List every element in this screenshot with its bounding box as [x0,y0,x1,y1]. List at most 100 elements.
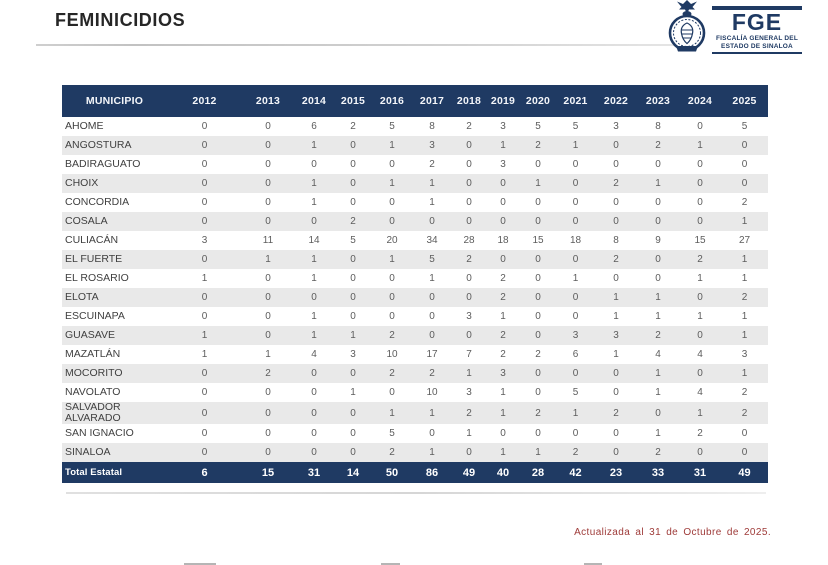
municipality-cell: AHOME [65,120,104,132]
value-cell: 3 [572,330,579,341]
column-header-year: 2024 [679,85,721,117]
table-row: CHOIX 0 0 1 0 1 1 0 0 1 0 2 1 0 0 [62,174,768,193]
value-cell: 0 [535,159,541,170]
value-cell: 0 [201,387,208,398]
value-cell: 0 [265,216,271,227]
value-cell: 1 [429,197,435,208]
value-cell: 0 [572,197,579,208]
column-header-year: 2022 [595,85,637,117]
total-value-cell: 33 [637,462,679,483]
table-row: BADIRAGUATO 0 0 0 0 0 2 0 3 0 0 0 0 0 0 [62,155,768,174]
value-cell: 7 [466,349,472,360]
value-cell: 3 [466,311,472,322]
logo-org-line2: ESTADO DE SINALOA [721,42,793,50]
municipality-cell: EL ROSARIO [65,272,129,284]
value-cell: 1 [201,349,208,360]
value-cell: 3 [613,121,619,132]
total-value-cell: 49 [721,462,768,483]
value-cell: 0 [201,159,208,170]
value-cell: 0 [466,447,472,458]
value-cell: 2 [697,254,703,265]
value-cell: 2 [613,178,619,189]
municipality-cell: BADIRAGUATO [65,158,141,170]
value-cell: 1 [311,140,317,151]
value-cell: 0 [697,368,703,379]
value-cell: 17 [426,349,438,360]
value-cell: 0 [500,254,506,265]
value-cell: 0 [613,387,619,398]
value-cell: 0 [697,197,703,208]
value-cell: 1 [389,407,395,419]
value-cell: 0 [655,216,661,227]
total-value-cell: 6 [167,462,242,483]
value-cell: 0 [350,368,356,379]
municipality-cell: ELOTA [65,291,99,303]
value-cell: 0 [572,178,579,189]
value-cell: 0 [572,216,579,227]
value-cell: 1 [613,349,619,360]
value-cell: 0 [655,254,661,265]
value-cell: 0 [572,311,579,322]
value-cell: 0 [572,159,579,170]
value-cell: 0 [311,407,317,419]
value-cell: 0 [265,159,271,170]
table-bottom-shadow [66,492,766,494]
value-cell: 8 [429,121,435,132]
value-cell: 1 [697,407,703,419]
value-cell: 0 [265,273,271,284]
value-cell: 0 [613,273,619,284]
total-value-cell: 15 [242,462,294,483]
value-cell: 0 [535,428,541,439]
value-cell: 1 [613,292,619,303]
municipality-cell: NAVOLATO [65,386,121,398]
column-header-year: 2014 [294,85,334,117]
value-cell: 0 [697,178,703,189]
value-cell: 0 [265,407,271,419]
title-divider [36,44,690,46]
cutoff-element [184,563,216,565]
value-cell: 0 [311,216,317,227]
municipality-cell: SAN IGNACIO [65,427,134,439]
value-cell: 1 [655,311,661,322]
value-cell: 0 [265,140,271,151]
value-cell: 2 [429,159,435,170]
municipality-cell: EL FUERTE [65,253,123,265]
value-cell: 1 [655,368,661,379]
value-cell: 1 [697,311,703,322]
value-cell: 1 [572,273,579,284]
value-cell: 0 [535,311,541,322]
value-cell: 0 [201,368,208,379]
value-cell: 0 [201,121,208,132]
value-cell: 2 [535,140,541,151]
value-cell: 0 [389,292,395,303]
municipality-cell: CULIACÁN [65,234,119,246]
value-cell: 1 [572,140,579,151]
value-cell: 0 [535,292,541,303]
value-cell: 1 [466,368,472,379]
column-header-year: 2012 [167,85,242,117]
column-header-year: 2016 [372,85,412,117]
value-cell: 3 [500,121,506,132]
value-cell: 0 [265,428,271,439]
value-cell: 0 [500,178,506,189]
value-cell: 0 [201,407,208,419]
value-cell: 0 [389,197,395,208]
value-cell: 6 [311,121,317,132]
value-cell: 2 [500,273,506,284]
value-cell: 2 [350,121,356,132]
value-cell: 5 [572,121,579,132]
fge-logo: FGE FISCALÍA GENERAL DEL ESTADO DE SINAL… [658,0,802,56]
value-cell: 0 [466,292,472,303]
value-cell: 2 [466,121,472,132]
value-cell: 0 [697,159,703,170]
value-cell: 0 [613,197,619,208]
municipality-cell: MAZATLÁN [65,348,121,360]
value-cell: 1 [613,311,619,322]
value-cell: 0 [613,159,619,170]
value-cell: 0 [350,140,356,151]
municipality-cell: ANGOSTURA [65,139,132,151]
value-cell: 14 [308,235,320,246]
column-header-year: 2017 [412,85,452,117]
value-cell: 1 [655,178,661,189]
value-cell: 3 [429,140,435,151]
